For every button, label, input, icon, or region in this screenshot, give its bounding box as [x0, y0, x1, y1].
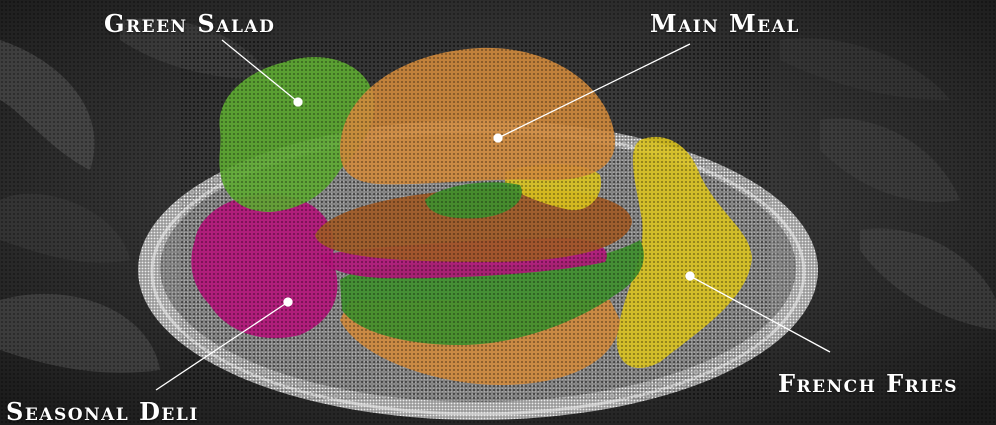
annotation-leaders [155, 39, 831, 391]
leader-line-green-salad [221, 39, 299, 103]
leader-dot-french-fries [685, 271, 695, 281]
leader-line-french-fries [689, 275, 831, 353]
food-halftone [180, 40, 770, 400]
label-seasonal-deli: Seasonal Deli [6, 397, 199, 425]
label-main-meal: Main Meal [650, 9, 800, 38]
leader-line-seasonal-deli [155, 301, 289, 391]
label-french-fries: French Fries [778, 369, 958, 398]
leader-dot-seasonal-deli [283, 297, 293, 307]
leader-line-main-meal [497, 43, 691, 139]
label-green-salad: Green Salad [104, 9, 276, 38]
leader-dot-main-meal [493, 133, 503, 143]
leader-dot-green-salad [293, 97, 303, 107]
